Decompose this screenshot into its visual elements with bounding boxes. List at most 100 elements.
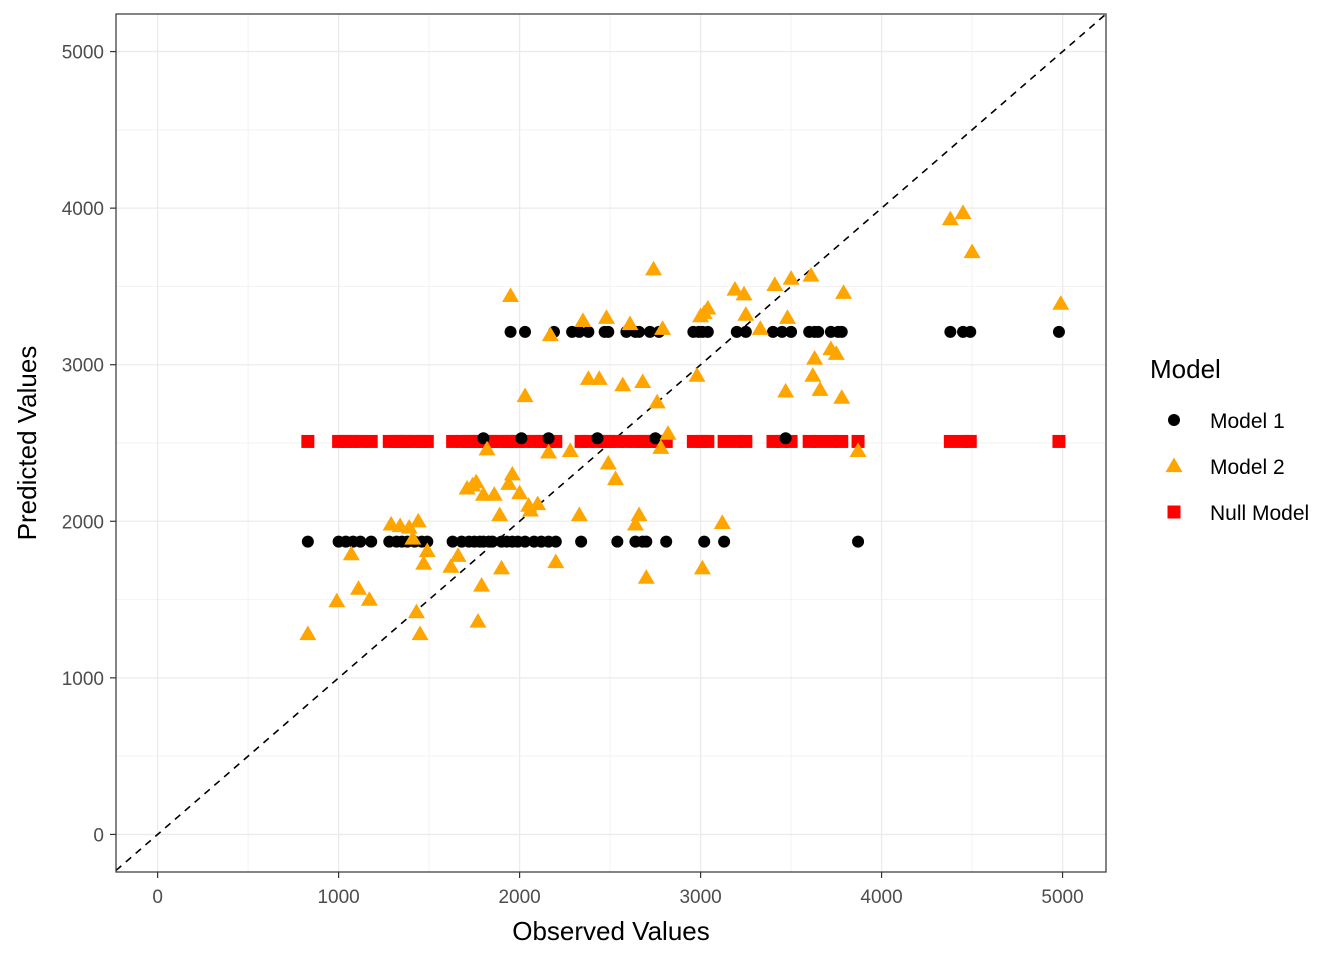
model-2-point bbox=[597, 309, 615, 324]
null-model-point bbox=[811, 434, 825, 448]
y-tick-label: 3000 bbox=[62, 356, 104, 377]
model-2-point bbox=[449, 547, 467, 562]
model-2-point bbox=[630, 506, 648, 522]
model-1-point bbox=[812, 325, 825, 338]
legend-label-model-1: Model 1 bbox=[1210, 410, 1285, 433]
model-2-point bbox=[502, 287, 520, 302]
model-2-point bbox=[737, 306, 755, 321]
model-1-point bbox=[779, 432, 792, 445]
model-1-point bbox=[660, 535, 673, 548]
null-model-point bbox=[851, 434, 865, 448]
model-2-point bbox=[963, 243, 981, 259]
model-2-point bbox=[806, 349, 824, 365]
model-2-point bbox=[493, 559, 511, 575]
y-tick-label: 5000 bbox=[62, 43, 104, 64]
model-1-point bbox=[519, 325, 532, 338]
model-2-point bbox=[541, 326, 559, 342]
model-2-point bbox=[659, 425, 677, 440]
model-2-point bbox=[726, 281, 744, 296]
model-2-point bbox=[614, 376, 632, 392]
model-2-point bbox=[503, 465, 521, 481]
model-2-point bbox=[409, 512, 427, 528]
model-2-point bbox=[693, 559, 711, 575]
model-2-point bbox=[547, 553, 565, 569]
model-2-point bbox=[833, 389, 851, 404]
model-1-point bbox=[611, 535, 624, 548]
legend-label-model-2: Model 2 bbox=[1210, 456, 1285, 479]
model-2-point bbox=[648, 393, 666, 409]
model-2-point bbox=[777, 382, 795, 398]
model-1-point bbox=[640, 535, 653, 548]
model-2-point bbox=[751, 320, 769, 335]
model-2-point bbox=[652, 439, 670, 454]
null-model-point bbox=[963, 434, 977, 448]
model-2-point bbox=[827, 345, 845, 360]
model-2-point bbox=[579, 370, 597, 385]
legend: Model Model 1 Model 2 Null Model bbox=[1150, 354, 1309, 525]
model-2-point bbox=[404, 530, 422, 545]
model-1-point bbox=[785, 325, 798, 338]
model-2-point bbox=[328, 592, 346, 608]
x-tick-label: 2000 bbox=[498, 887, 540, 908]
model-2-point bbox=[474, 486, 492, 501]
model-2-point bbox=[607, 470, 625, 486]
model-1-point bbox=[542, 432, 555, 445]
y-tick-label: 4000 bbox=[62, 199, 104, 220]
model-2-point bbox=[634, 373, 652, 389]
model-1-point bbox=[446, 535, 459, 548]
model-2-point bbox=[599, 454, 617, 470]
x-tick-label: 5000 bbox=[1041, 887, 1083, 908]
model-1-point bbox=[301, 535, 314, 548]
model-2-point bbox=[411, 625, 429, 641]
model-2-point bbox=[478, 440, 496, 456]
model-2-point bbox=[654, 320, 672, 335]
model-2-point bbox=[699, 299, 717, 315]
x-axis-ticks: 0 1000 2000 3000 4000 5000 bbox=[152, 872, 1084, 908]
y-axis-title: Predicted Values bbox=[12, 346, 42, 541]
x-tick-label: 4000 bbox=[860, 887, 902, 908]
model-1-point bbox=[486, 535, 499, 548]
model-2-point bbox=[849, 442, 867, 457]
model-2-point bbox=[540, 443, 558, 459]
model-2-point bbox=[626, 515, 644, 531]
model-2-point bbox=[511, 484, 529, 500]
model-2-point bbox=[360, 591, 378, 606]
null-model-point bbox=[717, 434, 731, 448]
model-2-point bbox=[561, 442, 579, 457]
model-2-point bbox=[418, 542, 436, 558]
data-points bbox=[299, 204, 1070, 641]
model-1-point bbox=[477, 432, 490, 445]
model-2-point bbox=[485, 486, 503, 501]
legend-key-model-2 bbox=[1165, 457, 1183, 473]
model-2-point bbox=[1052, 295, 1070, 310]
model-2-point bbox=[713, 514, 731, 529]
model-2-point bbox=[442, 558, 460, 573]
x-tick-label: 0 bbox=[152, 887, 163, 908]
model-1-point bbox=[549, 535, 562, 548]
model-2-point bbox=[415, 555, 433, 570]
model-2-point bbox=[491, 506, 509, 522]
model-1-point bbox=[852, 535, 865, 548]
null-model-point bbox=[364, 434, 378, 448]
model-1-point bbox=[1052, 325, 1065, 338]
model-2-point bbox=[570, 506, 588, 522]
model-1-point bbox=[519, 535, 532, 548]
model-2-point bbox=[637, 569, 655, 584]
model-1-point bbox=[504, 325, 517, 338]
model-2-point bbox=[941, 210, 959, 226]
model-2-point bbox=[350, 580, 368, 595]
model-1-point bbox=[575, 535, 588, 548]
model-2-point bbox=[645, 260, 663, 276]
model-2-point bbox=[407, 603, 425, 619]
model-1-point bbox=[649, 432, 662, 445]
model-1-point bbox=[701, 325, 714, 338]
model-1-point bbox=[776, 325, 789, 338]
null-model-point bbox=[835, 434, 849, 448]
model-2-point bbox=[520, 497, 538, 512]
model-2-point bbox=[804, 367, 822, 382]
legend-key-null-model bbox=[1167, 505, 1181, 519]
null-model-point bbox=[301, 434, 315, 448]
model-2-point bbox=[954, 204, 972, 219]
